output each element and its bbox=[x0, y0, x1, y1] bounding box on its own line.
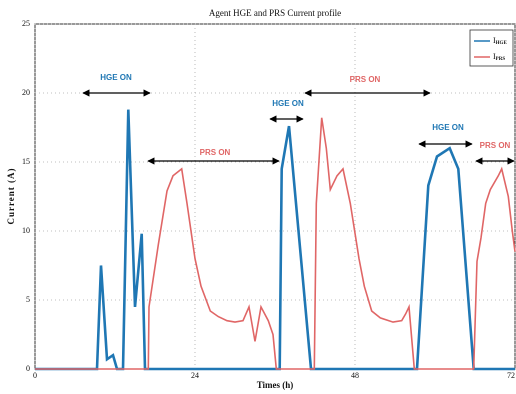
y-tick-label: 0 bbox=[26, 364, 30, 373]
x-tick-label: 48 bbox=[351, 371, 359, 380]
chart-title: Agent HGE and PRS Current profile bbox=[209, 8, 341, 18]
legend-label: IHGE bbox=[493, 36, 507, 46]
y-tick-label: 10 bbox=[22, 226, 30, 235]
annotation: PRS ON bbox=[200, 148, 231, 157]
annotation: HGE ON bbox=[100, 73, 132, 82]
legend-box bbox=[469, 29, 514, 67]
series-line bbox=[35, 117, 516, 370]
y-tick-label: 20 bbox=[22, 88, 30, 97]
annotation: HGE ON bbox=[272, 99, 304, 108]
y-tick-label: 25 bbox=[22, 19, 30, 28]
series-line bbox=[35, 109, 515, 371]
legend-label: IPRS bbox=[493, 52, 505, 62]
annotation: HGE ON bbox=[432, 123, 464, 132]
x-tick-label: 0 bbox=[33, 371, 37, 380]
x-axis-label: Times (h) bbox=[257, 380, 294, 390]
x-tick-label: 72 bbox=[507, 371, 515, 380]
annotation: PRS ON bbox=[480, 141, 511, 150]
y-axis-label: Current (A) bbox=[6, 167, 16, 224]
annotation: PRS ON bbox=[350, 75, 381, 84]
y-tick-label: 5 bbox=[26, 295, 30, 304]
y-tick-label: 15 bbox=[22, 157, 30, 166]
x-tick-label: 24 bbox=[191, 371, 199, 380]
